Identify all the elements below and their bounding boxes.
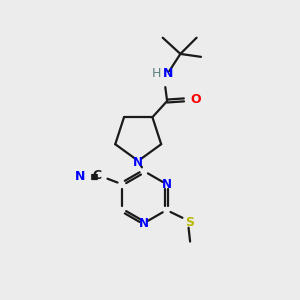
Text: S: S [186,216,195,229]
Text: N: N [162,178,172,191]
Text: N: N [163,67,173,80]
Text: N: N [75,170,85,183]
Text: C: C [93,169,102,182]
Text: N: N [139,217,149,230]
Text: H: H [152,67,161,80]
Text: N: N [133,156,143,169]
Text: O: O [190,93,201,106]
